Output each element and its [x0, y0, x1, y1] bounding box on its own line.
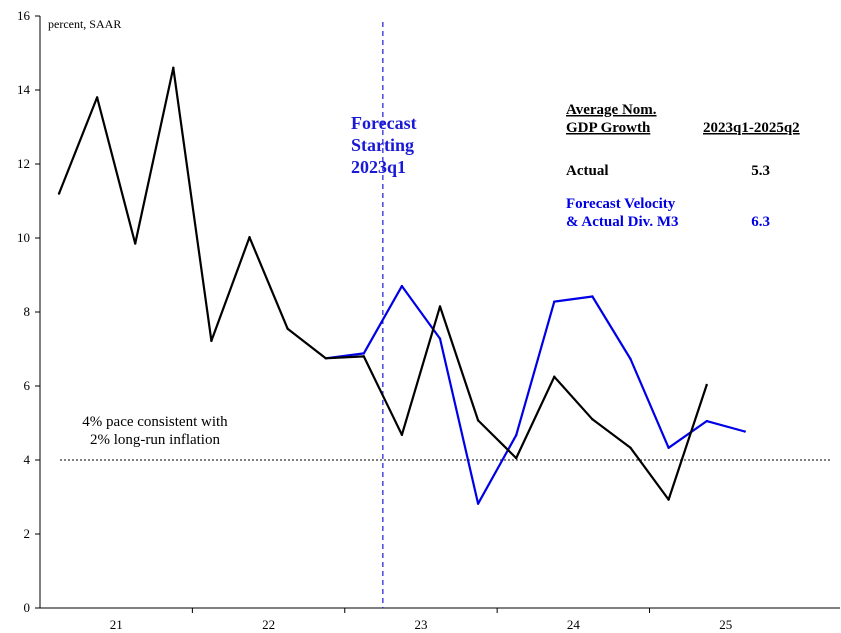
x-ticks: 21 22 23 24 25 — [110, 608, 732, 632]
series-group — [57, 66, 746, 505]
x-tick-label: 21 — [110, 617, 123, 632]
y-tick-label: 12 — [17, 156, 30, 171]
x-tick-label: 23 — [414, 617, 427, 632]
y-tick-label: 6 — [24, 378, 31, 393]
x-tick-label: 24 — [567, 617, 581, 632]
series-line-1 — [325, 285, 746, 505]
reference-label-line: 4% pace consistent with — [82, 414, 228, 430]
summary-table: Average Nom. GDP Growth 2023q1-2025q2 Actua… — [566, 102, 800, 230]
series-line-0 — [57, 66, 708, 501]
data-point — [362, 352, 366, 355]
reference-label: 4% pace consistent with 2% long-run infla… — [82, 414, 228, 448]
table-header-line: Average Nom. — [566, 102, 657, 118]
table-row-label: Actual — [566, 163, 609, 179]
data-point — [743, 430, 746, 433]
y-ticks: 0 2 4 6 8 10 12 14 16 — [17, 8, 40, 615]
table-row-label: & Actual Div. M3 — [566, 214, 679, 230]
data-point — [438, 337, 442, 340]
x-tick-label: 25 — [719, 617, 732, 632]
y-tick-label: 4 — [24, 452, 31, 467]
reference-label-line: 2% long-run inflation — [90, 432, 220, 448]
data-point — [514, 434, 518, 437]
y-tick-label: 0 — [24, 600, 31, 615]
forecast-label-line: Starting — [351, 135, 414, 155]
table-header-line: GDP Growth — [566, 120, 651, 136]
y-tick-label: 10 — [17, 230, 30, 245]
table-row-value: 6.3 — [751, 214, 770, 230]
data-point — [629, 357, 632, 361]
data-point — [400, 284, 404, 288]
forecast-label-line: Forecast — [351, 113, 417, 133]
y-tick-label: 16 — [17, 8, 31, 23]
y-tick-label: 8 — [24, 304, 31, 319]
table-header-period: 2023q1-2025q2 — [703, 120, 800, 136]
unit-label: percent, SAAR — [48, 17, 121, 31]
forecast-label-line: 2023q1 — [351, 157, 406, 177]
table-row-label: Forecast Velocity — [566, 196, 676, 212]
x-tick-label: 22 — [262, 617, 275, 632]
data-point — [705, 419, 708, 423]
data-point — [591, 295, 594, 298]
data-point — [667, 446, 670, 449]
y-tick-label: 2 — [24, 526, 31, 541]
data-point — [476, 502, 480, 505]
data-point — [553, 300, 556, 303]
y-tick-label: 14 — [17, 82, 31, 97]
table-row-value: 5.3 — [751, 163, 770, 179]
